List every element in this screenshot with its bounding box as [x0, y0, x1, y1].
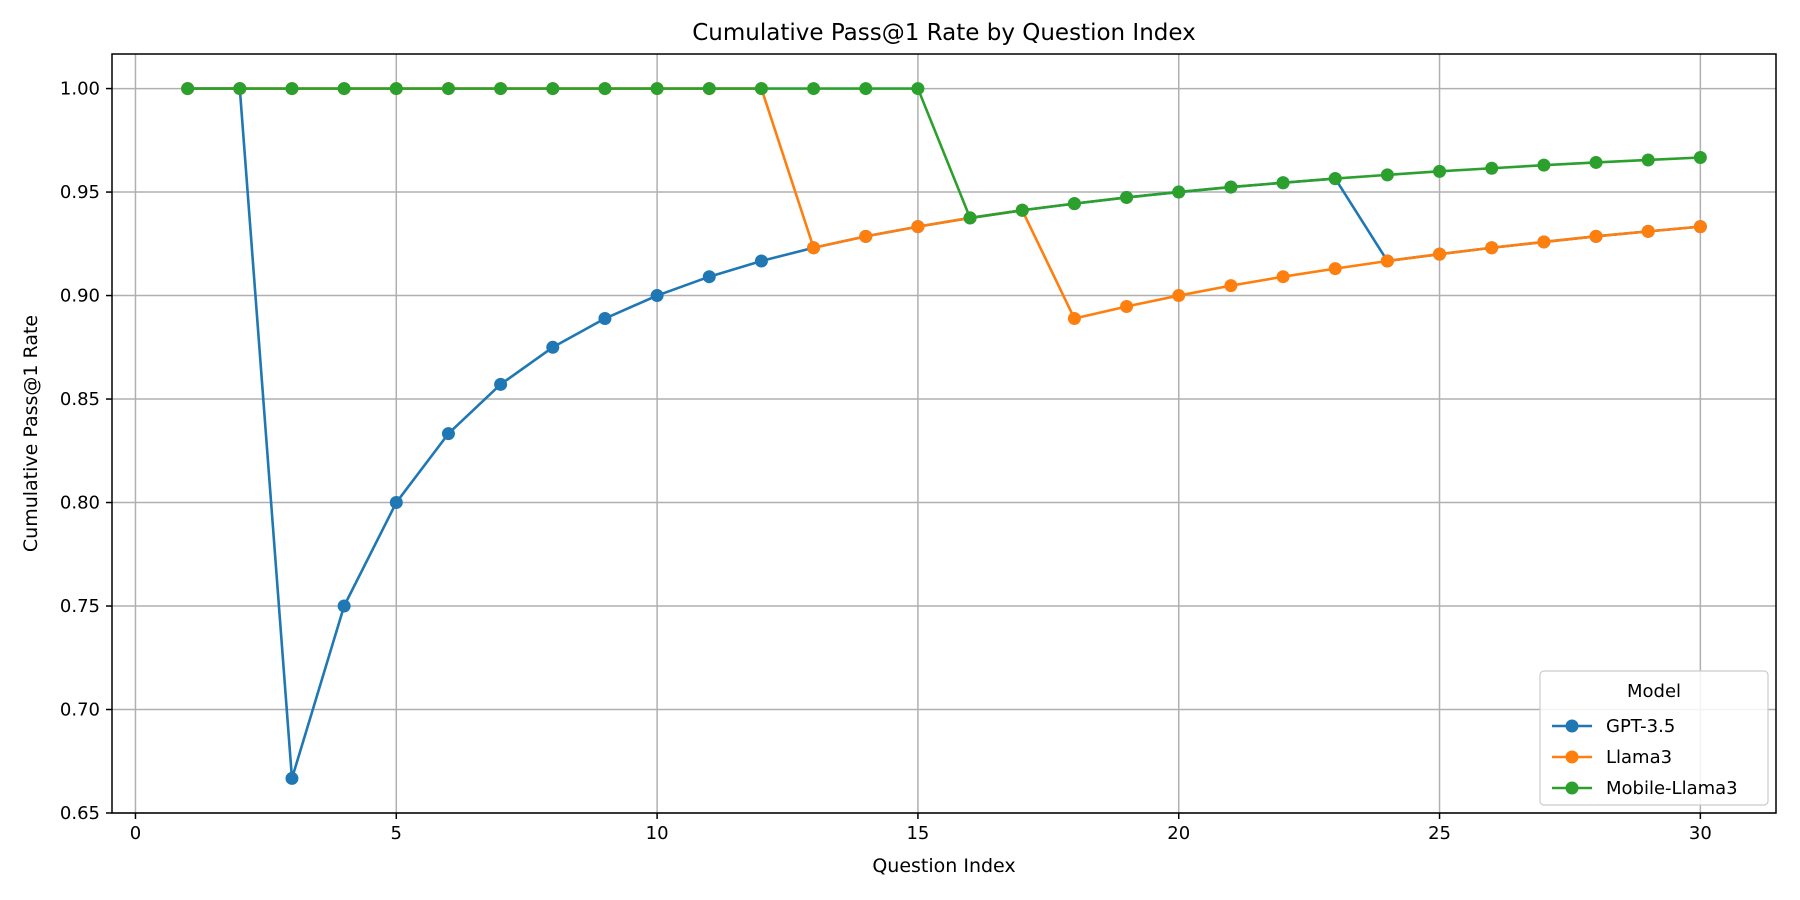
grid: [112, 54, 1776, 814]
data-point: [1433, 247, 1447, 261]
data-point: [233, 82, 247, 96]
data-point: [1067, 197, 1081, 211]
y-tick-label: 0.75: [60, 596, 100, 617]
x-tick-label: 10: [646, 823, 669, 844]
legend-marker: [1565, 750, 1579, 764]
data-point: [650, 289, 664, 303]
data-point: [1120, 190, 1134, 204]
data-point: [1641, 224, 1655, 238]
data-point: [650, 82, 664, 96]
data-point: [181, 82, 195, 96]
data-point: [389, 82, 403, 96]
data-point: [337, 82, 351, 96]
x-tick-label: 20: [1167, 823, 1190, 844]
data-point: [1276, 270, 1290, 284]
data-point: [1537, 158, 1551, 172]
legend: Model GPT-3.5 Llama3 Mobile-Llama3: [1539, 670, 1769, 806]
data-point: [546, 82, 560, 96]
y-axis-label: Cumulative Pass@1 Rate: [20, 315, 42, 552]
data-point: [1485, 161, 1499, 175]
x-tick-label: 0: [130, 823, 141, 844]
x-axis-label: Question Index: [872, 855, 1015, 877]
y-tick-label: 1.00: [60, 79, 100, 100]
chart-title: Cumulative Pass@1 Rate by Question Index: [692, 20, 1196, 46]
data-point: [1172, 289, 1186, 303]
data-point: [1015, 203, 1029, 217]
series-layer: [181, 82, 1707, 785]
data-point: [1276, 176, 1290, 190]
legend-box: [1539, 670, 1769, 806]
data-point: [1693, 220, 1707, 234]
legend-title: Model: [1627, 681, 1681, 702]
data-point: [1537, 235, 1551, 249]
data-point: [285, 82, 299, 96]
series-mobile-llama3: [181, 82, 1707, 225]
data-point: [598, 312, 612, 326]
x-tick-label: 30: [1689, 823, 1712, 844]
data-point: [1067, 312, 1081, 326]
data-point: [441, 427, 455, 441]
y-tick-label: 0.85: [60, 389, 100, 410]
data-point: [285, 771, 299, 785]
data-point: [1433, 164, 1447, 178]
data-point: [702, 82, 716, 96]
data-point: [1589, 229, 1603, 243]
data-point: [598, 82, 612, 96]
data-point: [859, 82, 873, 96]
y-tick-label: 0.95: [60, 182, 100, 203]
y-tick-label: 0.80: [60, 493, 100, 514]
data-point: [1693, 150, 1707, 164]
data-point: [441, 82, 455, 96]
data-point: [911, 82, 925, 96]
legend-marker: [1565, 719, 1579, 733]
data-point: [337, 599, 351, 613]
data-point: [807, 82, 821, 96]
data-point: [1380, 254, 1394, 268]
legend-label: Mobile-Llama3: [1606, 778, 1738, 799]
x-tick-label: 5: [391, 823, 402, 844]
legend-label: GPT-3.5: [1606, 716, 1675, 737]
data-point: [1120, 300, 1134, 314]
data-point: [494, 82, 508, 96]
data-point: [1224, 279, 1238, 293]
data-point: [1224, 180, 1238, 194]
data-point: [1641, 153, 1655, 167]
data-point: [1589, 155, 1603, 169]
data-point: [1328, 262, 1342, 276]
data-point: [1328, 172, 1342, 186]
data-point: [754, 82, 768, 96]
series-line: [187, 87, 1701, 220]
data-point: [702, 270, 716, 284]
y-tick-label: 0.70: [60, 700, 100, 721]
data-point: [859, 229, 873, 243]
x-tick-label: 15: [906, 823, 929, 844]
data-point: [1485, 241, 1499, 255]
data-point: [494, 377, 508, 391]
x-tick-label: 25: [1428, 823, 1451, 844]
y-tick-label: 0.65: [60, 803, 100, 824]
legend-label: Llama3: [1606, 747, 1672, 768]
data-point: [1172, 185, 1186, 199]
data-point: [911, 220, 925, 234]
data-point: [807, 241, 821, 255]
data-point: [1380, 168, 1394, 182]
plot-frame: [111, 53, 1777, 814]
data-point: [389, 496, 403, 510]
data-point: [546, 340, 560, 354]
axis-ticks: 0 5 10 15 20 25 30 0.65 0.70 0.75 0.80 0.85 0.90 0.95…: [60, 79, 1712, 844]
y-tick-label: 0.90: [60, 286, 100, 307]
legend-marker: [1565, 781, 1579, 795]
data-point: [963, 211, 977, 225]
data-point: [754, 254, 768, 268]
